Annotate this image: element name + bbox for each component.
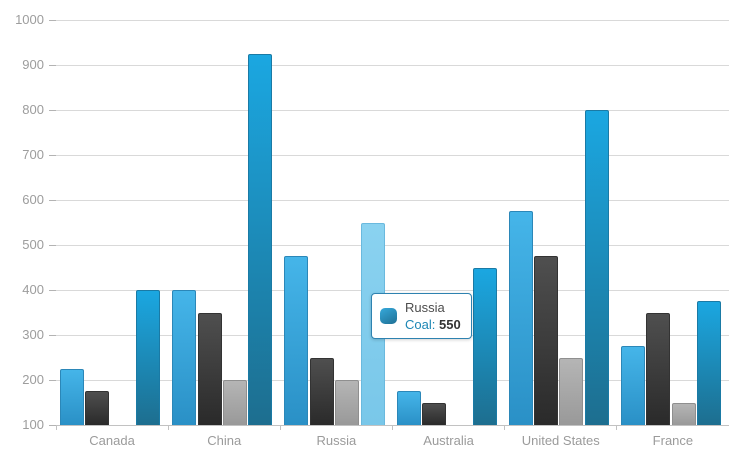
tooltip-value: 550 <box>438 317 461 332</box>
tooltip: Russia Coal: 550 <box>371 293 472 339</box>
bar-china-series-1-light-blue[interactable] <box>172 290 197 425</box>
bar-france-series-3-light-gray[interactable] <box>671 402 696 425</box>
x-axis-label-united-states: United States <box>521 433 600 448</box>
category-group-china <box>168 20 280 425</box>
bar-china-series-2-dark-gray[interactable] <box>197 312 222 425</box>
y-axis-label: 700 <box>22 147 44 162</box>
bar-canada-series-1-light-blue[interactable] <box>60 368 84 425</box>
x-axis-label-france: France <box>652 433 694 448</box>
category-group-united-states <box>505 20 617 425</box>
y-axis-label: 900 <box>22 57 44 72</box>
series-color-marker-icon <box>380 308 397 324</box>
bar-united-states-series-3-light-gray[interactable] <box>559 357 584 425</box>
bar-china-series-3-light-gray[interactable] <box>222 380 247 425</box>
gridline <box>56 155 729 156</box>
gridline <box>56 65 729 66</box>
y-axis-label: 400 <box>22 282 44 297</box>
y-axis-tick <box>49 290 56 291</box>
gridline <box>56 290 729 291</box>
bar-france-series-2-dark-gray[interactable] <box>646 312 671 425</box>
y-axis-tick <box>49 425 56 426</box>
bar-france-coal[interactable] <box>697 301 722 425</box>
y-axis-label: 800 <box>22 102 44 117</box>
category-group-france <box>617 20 729 425</box>
y-axis-tick <box>49 110 56 111</box>
gridline <box>56 200 729 201</box>
y-axis-label: 100 <box>22 417 44 432</box>
bar-australia-series-1-light-blue[interactable] <box>396 391 421 425</box>
gridline <box>56 380 729 381</box>
y-axis-label: 500 <box>22 237 44 252</box>
x-axis-label-australia: Australia <box>423 433 474 448</box>
x-axis-label-russia: Russia <box>316 433 357 448</box>
bar-russia-series-2-dark-gray[interactable] <box>309 357 334 425</box>
bar-australia-series-2-dark-gray[interactable] <box>421 402 446 425</box>
gridline <box>56 245 729 246</box>
y-axis-label: 300 <box>22 327 44 342</box>
x-axis-tick <box>616 425 618 430</box>
x-axis-label-canada: Canada <box>89 433 135 448</box>
y-axis-tick <box>49 335 56 336</box>
bar-canada-coal[interactable] <box>136 290 161 425</box>
tooltip-category: Russia <box>405 300 445 315</box>
bar-united-states-series-2-dark-gray[interactable] <box>534 256 559 425</box>
bar-china-coal[interactable] <box>248 53 273 425</box>
bar-australia-coal[interactable] <box>472 267 497 425</box>
category-group-australia <box>393 20 505 425</box>
tooltip-value-line: Coal: 550 <box>405 316 461 333</box>
x-axis-tick <box>504 425 506 430</box>
x-axis-tick <box>392 425 393 430</box>
y-axis-label: 200 <box>22 372 44 387</box>
bar-united-states-coal[interactable] <box>584 110 609 425</box>
y-axis-tick <box>49 20 56 21</box>
bar-united-states-series-1-light-blue[interactable] <box>508 211 533 425</box>
y-axis-label: 600 <box>22 192 44 207</box>
bar-russia-series-1-light-blue[interactable] <box>284 256 309 425</box>
tooltip-series-label: Coal: <box>405 317 436 332</box>
y-axis-tick <box>49 200 56 201</box>
y-axis-tick <box>49 380 56 381</box>
bar-canada-series-2-dark-gray[interactable] <box>85 391 110 425</box>
gridline <box>56 110 729 111</box>
y-axis-tick <box>49 155 56 156</box>
tooltip-text: Russia Coal: 550 <box>405 299 461 333</box>
category-group-russia <box>280 20 392 425</box>
x-axis-tick <box>55 425 57 430</box>
gridline <box>56 20 729 21</box>
x-axis-tick <box>167 425 169 430</box>
y-axis-tick <box>49 245 56 246</box>
bar-russia-series-3-light-gray[interactable] <box>335 380 360 425</box>
x-axis-label-china: China <box>207 433 242 448</box>
category-group-canada <box>56 20 168 425</box>
bar-france-series-1-light-blue[interactable] <box>620 346 645 425</box>
y-axis-tick <box>49 65 56 66</box>
x-axis-tick <box>279 425 281 430</box>
y-axis-label: 1000 <box>15 12 44 27</box>
